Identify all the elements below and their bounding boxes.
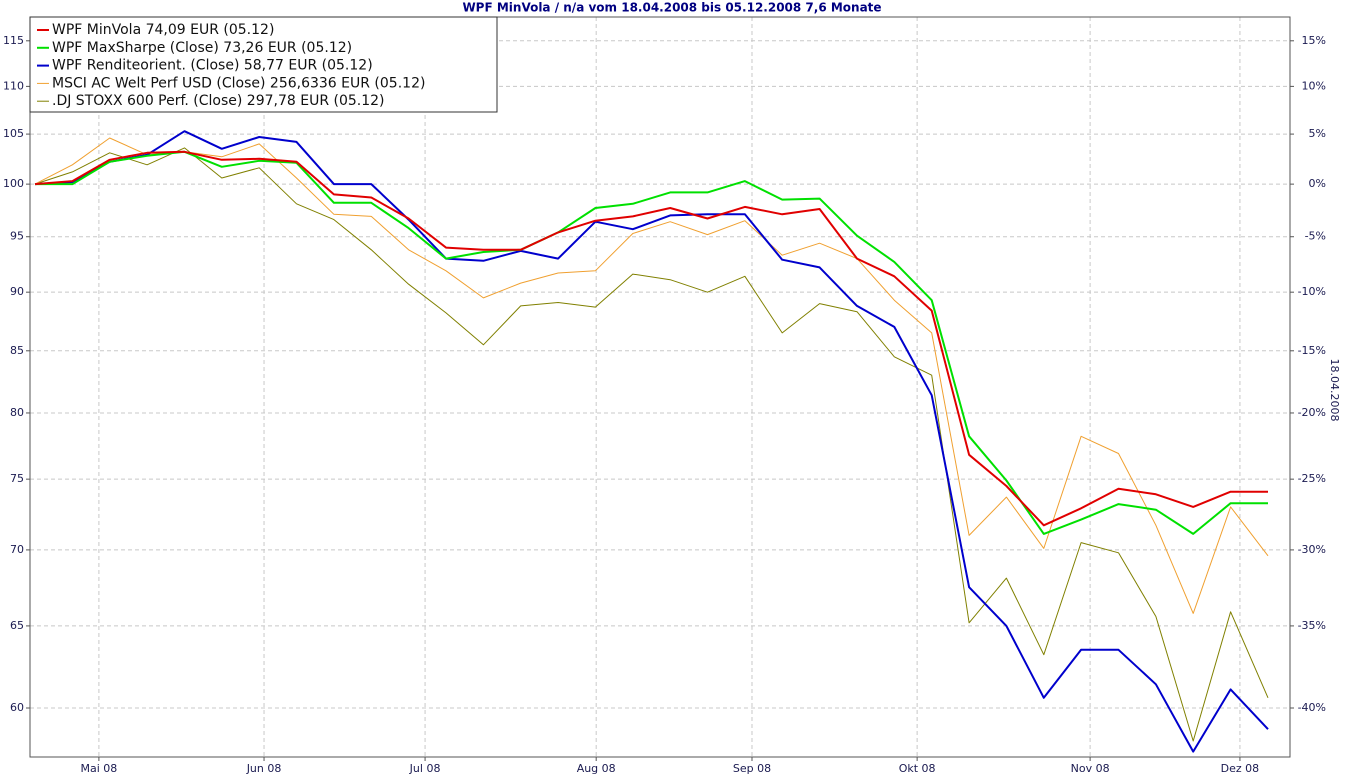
legend-label: WPF MaxSharpe (Close) 73,26 EUR (05.12) bbox=[52, 40, 352, 56]
x-tick-label: Jun 08 bbox=[246, 762, 282, 775]
y2-tick-label: -40% bbox=[1298, 701, 1326, 714]
legend-label: WPF Renditeorient. (Close) 58,77 EUR (05… bbox=[52, 58, 373, 74]
line-series bbox=[34, 137, 1269, 614]
line-series bbox=[35, 150, 1268, 535]
line-series bbox=[34, 147, 1269, 742]
y2-tick-label: -35% bbox=[1298, 619, 1326, 632]
y-tick-label: 75 bbox=[10, 472, 24, 485]
y-tick-label: 90 bbox=[10, 285, 24, 298]
legend-label: .DJ STOXX 600 Perf. (Close) 297,78 EUR (… bbox=[52, 93, 385, 109]
legend-box bbox=[29, 16, 498, 113]
x-tick-label: Okt 08 bbox=[899, 762, 936, 775]
y-tick-label: 100 bbox=[3, 177, 24, 190]
y-tick-label: 95 bbox=[10, 230, 24, 243]
y-tick-label: 70 bbox=[10, 543, 24, 556]
x-tick-label: Aug 08 bbox=[577, 762, 616, 775]
y2-tick-label: 0% bbox=[1309, 177, 1326, 190]
x-tick-label: Dez 08 bbox=[1221, 762, 1260, 775]
y-tick-label: 105 bbox=[3, 127, 24, 140]
y2-tick-label: -20% bbox=[1298, 406, 1326, 419]
y2-axis-label: 18.04.2008 bbox=[1328, 359, 1341, 422]
y2-tick-label: 5% bbox=[1309, 127, 1326, 140]
y2-tick-label: 15% bbox=[1302, 34, 1326, 47]
line-series bbox=[34, 150, 1268, 527]
y-tick-label: 115 bbox=[3, 34, 24, 47]
y2-tick-label: -30% bbox=[1298, 543, 1326, 556]
y2-tick-label: -5% bbox=[1305, 230, 1326, 243]
y-tick-label: 80 bbox=[10, 406, 24, 419]
y2-tick-label: 10% bbox=[1302, 79, 1326, 92]
line-series bbox=[34, 130, 1269, 753]
chart-title: WPF MinVola / n/a vom 18.04.2008 bis 05.… bbox=[462, 1, 881, 15]
y2-tick-label: -10% bbox=[1298, 285, 1326, 298]
y-tick-label: 85 bbox=[10, 344, 24, 357]
y2-tick-label: -25% bbox=[1298, 472, 1326, 485]
x-tick-label: Jul 08 bbox=[409, 762, 441, 775]
y-tick-label: 110 bbox=[3, 79, 24, 92]
y-tick-label: 60 bbox=[10, 701, 24, 714]
legend: WPF MinVola 74,09 EUR (05.12) WPF MaxShar… bbox=[29, 16, 498, 113]
y-tick-label: 65 bbox=[10, 619, 24, 632]
x-tick-label: Nov 08 bbox=[1071, 762, 1110, 775]
y2-tick-label: -15% bbox=[1298, 344, 1326, 357]
plot-border bbox=[29, 16, 1291, 758]
x-tick-label: Mai 08 bbox=[81, 762, 118, 775]
legend-label: WPF MinVola 74,09 EUR (05.12) bbox=[52, 22, 274, 38]
x-tick-label: Sep 08 bbox=[733, 762, 771, 775]
legend-label: MSCI AC Welt Perf USD (Close) 256,6336 E… bbox=[52, 75, 425, 91]
